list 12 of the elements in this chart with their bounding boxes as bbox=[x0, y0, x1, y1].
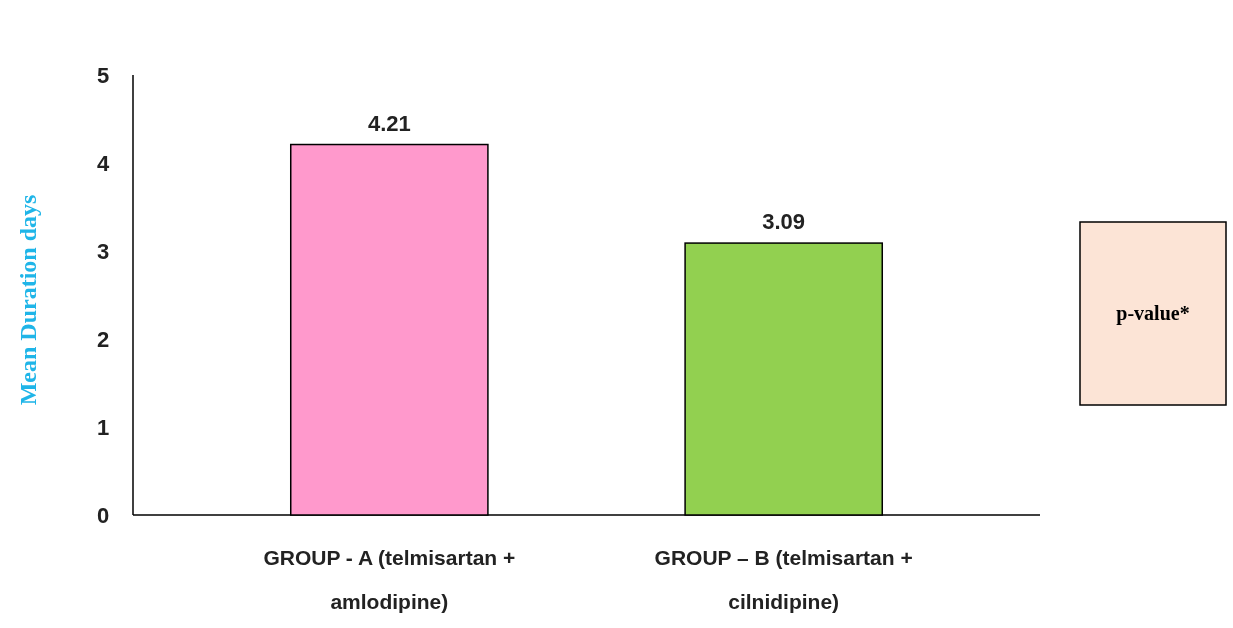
data-label: 4.21 bbox=[367, 110, 411, 136]
text: p-value* bbox=[1116, 302, 1190, 325]
y-axis-title: Mean Duration days bbox=[15, 194, 41, 406]
x-tick-label: GROUP – B (telmisartan + cilnidipine) bbox=[654, 546, 913, 613]
y-tick-label: 2 bbox=[96, 326, 110, 352]
y-tick-label: 0 bbox=[96, 502, 110, 528]
data-label: 3.09 bbox=[762, 209, 806, 235]
y-tick-label: 3 bbox=[96, 238, 110, 264]
y-tick-label: 4 bbox=[96, 150, 110, 176]
x-tick-label: GROUP - A (telmisartan + amlodipine) bbox=[263, 546, 516, 613]
y-tick-label: 1 bbox=[96, 414, 110, 440]
y-tick-label: 5 bbox=[96, 62, 110, 88]
